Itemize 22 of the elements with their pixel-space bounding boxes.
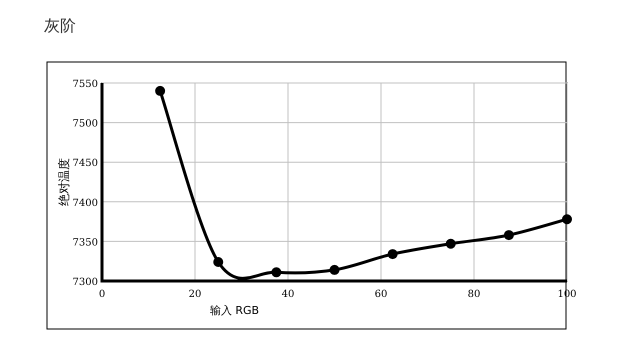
x-tick-label: 60 <box>374 289 388 300</box>
x-tick-label: 40 <box>282 289 294 300</box>
y-tick-label: 7350 <box>72 237 98 248</box>
y-tick-label: 7300 <box>72 277 98 288</box>
y-tick-label: 7500 <box>72 118 98 130</box>
point <box>155 86 166 96</box>
point <box>562 214 572 224</box>
x-tick-label: 20 <box>188 289 202 300</box>
point <box>330 264 340 275</box>
y-tick-label: 7450 <box>72 158 98 170</box>
y-tick-label: 7550 <box>72 79 98 90</box>
x-tick-label: 0 <box>98 289 106 300</box>
chart-title: 灰阶 <box>44 16 76 35</box>
x-axis-title: 输入 RGB <box>210 304 260 317</box>
point <box>446 238 456 249</box>
point <box>271 267 282 278</box>
y-axis-title: 绝对温度 <box>57 158 71 206</box>
x-tick-label: 80 <box>468 289 480 300</box>
point <box>504 230 514 240</box>
point <box>388 249 398 260</box>
y-tick-label: 7400 <box>72 198 98 209</box>
point <box>213 256 224 267</box>
